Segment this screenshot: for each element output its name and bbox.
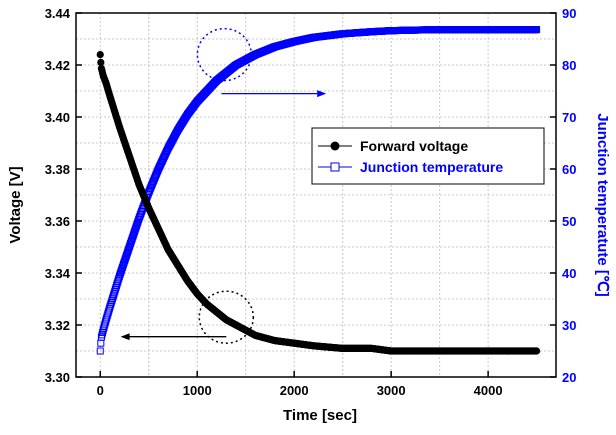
y-right-tick-label: 40 [562, 266, 576, 281]
x-tick-label: 4000 [474, 383, 503, 398]
y-left-tick-label: 3.42 [45, 58, 70, 73]
y-axis-right-title: Junction temperatute [℃] [594, 113, 611, 297]
temperature-point [98, 331, 106, 339]
y-left-tick-label: 3.30 [45, 370, 70, 385]
x-tick-label: 2000 [280, 383, 309, 398]
y-right-tick-label: 50 [562, 214, 576, 229]
plot-frame [75, 12, 557, 378]
series-junction-temperature [96, 26, 541, 355]
y-right-tick-label: 80 [562, 58, 576, 73]
voltage-callout-circle [198, 290, 255, 344]
legend: Forward voltage Junction temperature [311, 127, 545, 185]
y-left-tick-label: 3.40 [45, 110, 70, 125]
x-tick-label: 0 [97, 383, 104, 398]
x-tick-label: 1000 [183, 383, 212, 398]
legend-label-temperature: Junction temperature [360, 159, 503, 175]
y-right-tick-label: 30 [562, 318, 576, 333]
voltage-arrow-head [120, 333, 130, 341]
y-right-tick-label: 90 [562, 6, 576, 21]
voltage-point [533, 347, 541, 355]
y-right-tick-label: 70 [562, 110, 576, 125]
annotations [120, 27, 327, 344]
y-left-tick-label: 3.38 [45, 162, 70, 177]
y-right-tick-label: 60 [562, 162, 576, 177]
temperature-point [96, 347, 104, 355]
legend-box [311, 127, 545, 185]
grid [76, 12, 556, 378]
legend-label-voltage: Forward voltage [360, 138, 468, 154]
series-forward-voltage [96, 51, 541, 355]
y-left-tick-label: 3.34 [45, 266, 71, 281]
temperature-point [533, 26, 541, 34]
temperature-point [97, 339, 105, 347]
temperature-arrow-head [317, 90, 327, 98]
voltage-point [96, 51, 104, 59]
legend-marker-temperature [330, 162, 340, 172]
y-axis-left-title: Voltage [V] [7, 166, 24, 243]
y-right-tick-label: 20 [562, 370, 576, 385]
series-layer [96, 26, 541, 355]
x-axis-title: Time [sec] [283, 407, 357, 424]
x-tick-label: 3000 [377, 383, 406, 398]
axes: 0 1000 2000 3000 4000 3.30 3.32 3.34 3.36 3.38 3.4… [45, 6, 577, 398]
voltage-point [97, 58, 105, 66]
legend-marker-voltage [330, 141, 340, 151]
temperature-point [115, 274, 123, 282]
y-left-tick-label: 3.36 [45, 214, 70, 229]
y-left-tick-label: 3.32 [45, 318, 70, 333]
temperature-callout-circle [196, 27, 253, 82]
y-left-tick-label: 3.44 [45, 6, 71, 21]
temperature-point [97, 333, 105, 341]
